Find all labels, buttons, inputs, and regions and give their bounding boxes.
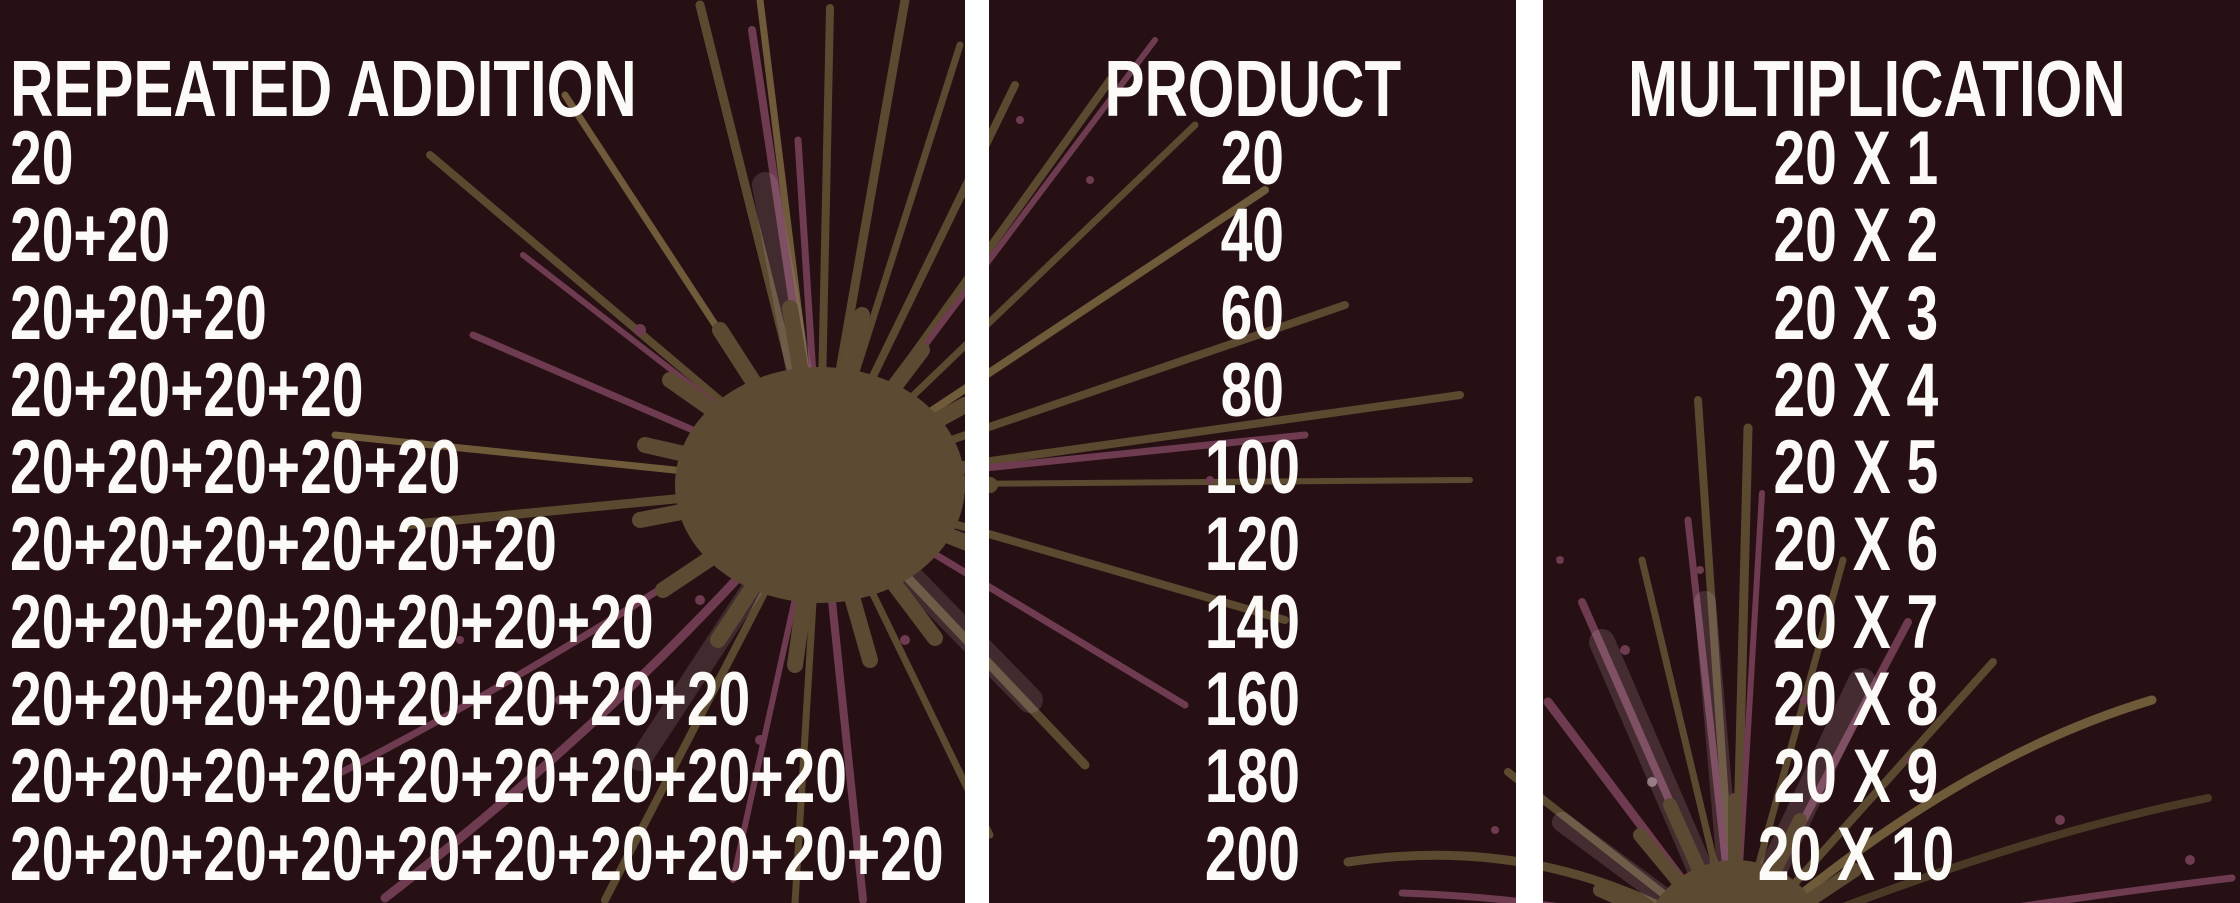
table-row: 20 X 5	[1773, 425, 1939, 511]
table-row: 120	[1204, 502, 1301, 588]
column-rows-product: 20 40 60 80 100 120 140 160 180 200	[989, 120, 1516, 893]
column-rows-repeated-addition: 20 20+20 20+20+20 20+20+20+20 20+20+20+20+20…	[10, 120, 960, 893]
table-row: 100	[1204, 425, 1301, 511]
table-row: 20 X 8	[1773, 657, 1939, 743]
table-row: 80	[1220, 347, 1285, 433]
table-row: 20+20+20+20+20+20+20+20+20	[10, 734, 847, 820]
column-product: PRODUCT 20 40 60 80 100 120 140 160 180 200	[989, 46, 1516, 893]
table-row: 20 X 9	[1773, 734, 1939, 820]
column-rows-multiplication: 20 X 1 20 X 2 20 X 3 20 X 4 20 X 5 20 X 6 20 X…	[1545, 120, 2167, 893]
table-row: 20 X 10	[1757, 811, 1955, 897]
table-row: 20 X 1	[1773, 116, 1939, 201]
table-row: 20+20+20+20+20+20+20+20	[10, 657, 751, 743]
table-row: 20 X 6	[1773, 502, 1939, 588]
column-repeated-addition: REPEATED ADDITION 20 20+20 20+20+20 20+20+2…	[10, 46, 960, 893]
table-row: 180	[1204, 734, 1301, 820]
table-row: 20+20+20+20	[10, 347, 364, 433]
table-row: 20	[10, 116, 74, 201]
column-header-product: PRODUCT	[1104, 44, 1401, 133]
table-row: 20+20	[10, 193, 171, 279]
table-row: 20+20+20+20+20+20	[10, 502, 557, 588]
table-row: 20	[1220, 116, 1285, 201]
table-row: 200	[1204, 811, 1301, 897]
column-header-multiplication: MULTIPLICATION	[1627, 44, 2126, 133]
table-row: 140	[1204, 579, 1301, 665]
table-row: 20 X 7	[1773, 579, 1939, 665]
table-row: 160	[1204, 657, 1301, 743]
table-row: 20+20+20+20+20+20+20	[10, 579, 654, 665]
table-row: 20+20+20+20+20	[10, 425, 461, 511]
table-row: 40	[1220, 193, 1285, 279]
table-row: 20 X 4	[1773, 347, 1939, 433]
table-row: 20+20+20+20+20+20+20+20+20+20	[10, 811, 944, 897]
table-row: 20 X 2	[1773, 193, 1939, 279]
column-header-repeated-addition: REPEATED ADDITION	[10, 44, 637, 133]
panel-divider-left	[965, 0, 989, 903]
table-row: 60	[1220, 270, 1285, 356]
panel-divider-right	[1516, 0, 1543, 903]
table-row: 20+20+20	[10, 270, 267, 356]
table-row: 20 X 3	[1773, 270, 1939, 356]
